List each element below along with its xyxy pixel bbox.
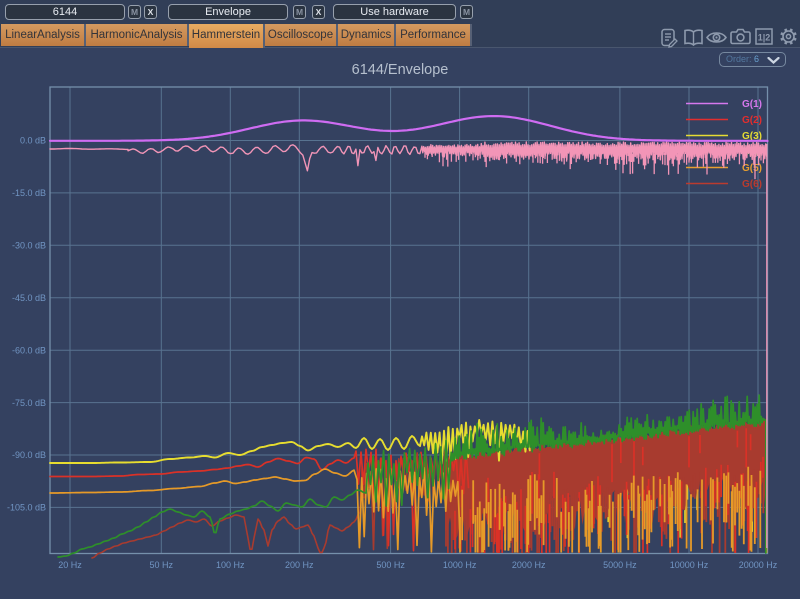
svg-text:1000 Hz: 1000 Hz — [443, 560, 477, 570]
svg-text:G(2): G(2) — [742, 115, 762, 126]
svg-text:-30.0 dB: -30.0 dB — [12, 241, 46, 251]
svg-text:0.0 dB: 0.0 dB — [20, 136, 46, 146]
svg-text:2000 Hz: 2000 Hz — [512, 560, 546, 570]
svg-text:10000 Hz: 10000 Hz — [670, 560, 709, 570]
svg-text:G(5): G(5) — [742, 163, 762, 174]
svg-text:500 Hz: 500 Hz — [376, 560, 405, 570]
svg-text:-90.0 dB: -90.0 dB — [12, 450, 46, 460]
svg-text:20 Hz: 20 Hz — [58, 560, 82, 570]
svg-text:5000 Hz: 5000 Hz — [603, 560, 637, 570]
svg-text:-45.0 dB: -45.0 dB — [12, 293, 46, 303]
svg-text:G(3): G(3) — [742, 131, 762, 142]
svg-text:200 Hz: 200 Hz — [285, 560, 314, 570]
svg-text:-60.0 dB: -60.0 dB — [12, 345, 46, 355]
svg-text:1|2: 1|2 — [758, 33, 771, 43]
svg-text:50 Hz: 50 Hz — [150, 560, 174, 570]
svg-text:100 Hz: 100 Hz — [216, 560, 245, 570]
svg-text:G(1): G(1) — [742, 99, 762, 110]
svg-text:G(6): G(6) — [742, 179, 762, 190]
svg-text:-105.0 dB: -105.0 dB — [7, 503, 46, 513]
svg-text:-15.0 dB: -15.0 dB — [12, 188, 46, 198]
svg-text:-75.0 dB: -75.0 dB — [12, 398, 46, 408]
svg-text:20000 Hz: 20000 Hz — [739, 560, 778, 570]
